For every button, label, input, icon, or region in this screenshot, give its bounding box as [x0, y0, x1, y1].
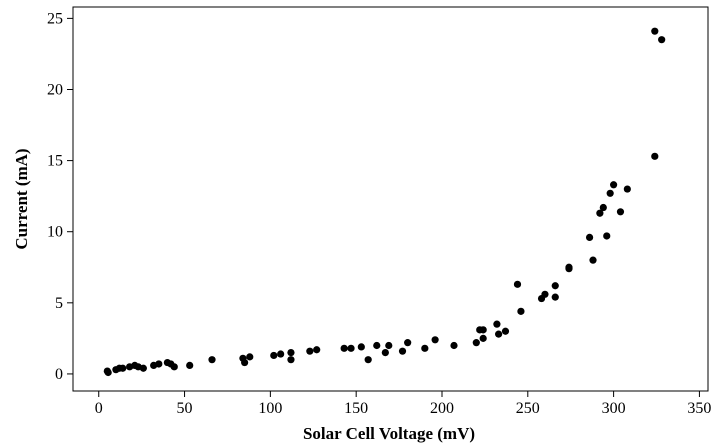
data-point	[347, 344, 355, 352]
data-point	[186, 361, 194, 369]
data-point	[398, 347, 407, 355]
data-point	[277, 350, 285, 358]
data-point	[364, 356, 372, 364]
data-point	[287, 349, 295, 357]
y-tick-label: 5	[55, 295, 63, 312]
data-point	[381, 349, 389, 357]
data-point	[431, 336, 439, 344]
data-point	[306, 347, 314, 355]
data-point	[610, 181, 618, 189]
plot-frame	[72, 6, 709, 392]
data-point	[623, 185, 631, 193]
data-point	[651, 27, 659, 35]
data-point	[513, 280, 522, 288]
data-point	[155, 360, 163, 368]
y-tick-label: 20	[47, 81, 63, 98]
data-point	[565, 265, 573, 273]
y-tick-label: 0	[55, 366, 63, 383]
data-point	[104, 368, 112, 377]
data-point	[246, 353, 254, 361]
data-point	[450, 341, 458, 350]
data-point	[373, 341, 381, 350]
data-point	[493, 320, 501, 328]
data-point	[495, 330, 503, 338]
data-points	[103, 27, 666, 377]
data-point	[651, 152, 659, 160]
data-point	[270, 351, 278, 360]
data-point	[551, 282, 559, 290]
data-point	[241, 358, 249, 367]
data-point	[119, 364, 127, 372]
x-tick-label: 0	[95, 400, 103, 417]
data-point	[658, 36, 666, 44]
data-point	[479, 326, 487, 334]
axis-ticks: 0 50 100 150 200 250 300 350 0 5 10 15 20 25	[47, 10, 711, 417]
y-tick-label: 10	[47, 224, 63, 241]
data-point	[472, 339, 480, 347]
data-point	[501, 327, 510, 335]
data-point	[606, 189, 614, 197]
x-tick-label: 350	[687, 400, 711, 417]
data-point	[170, 363, 178, 371]
x-tick-label: 300	[602, 400, 626, 417]
data-point	[139, 364, 147, 372]
data-point	[479, 334, 487, 342]
data-point	[541, 290, 549, 298]
data-point	[313, 346, 321, 354]
data-point	[585, 233, 594, 241]
x-tick-label: 250	[516, 400, 540, 417]
data-point	[603, 232, 611, 240]
data-point	[599, 203, 607, 212]
data-point	[385, 341, 393, 350]
x-axis-title: Solar Cell Voltage (mV)	[303, 424, 475, 443]
x-tick-label: 200	[430, 400, 454, 417]
y-axis-title: Current (mA)	[12, 148, 31, 249]
data-point	[340, 344, 348, 352]
x-tick-label: 100	[258, 400, 282, 417]
data-point	[596, 209, 604, 217]
data-point	[357, 343, 365, 351]
y-tick-label: 25	[47, 10, 63, 27]
x-tick-label: 50	[177, 400, 193, 417]
data-point	[404, 339, 412, 347]
data-point	[421, 344, 429, 352]
data-point	[589, 256, 597, 264]
data-point	[551, 293, 559, 301]
x-tick-label: 150	[344, 400, 368, 417]
y-tick-label: 15	[47, 153, 63, 170]
data-point	[287, 356, 295, 364]
data-point	[517, 307, 525, 315]
data-point	[208, 356, 216, 364]
data-point	[616, 208, 625, 216]
